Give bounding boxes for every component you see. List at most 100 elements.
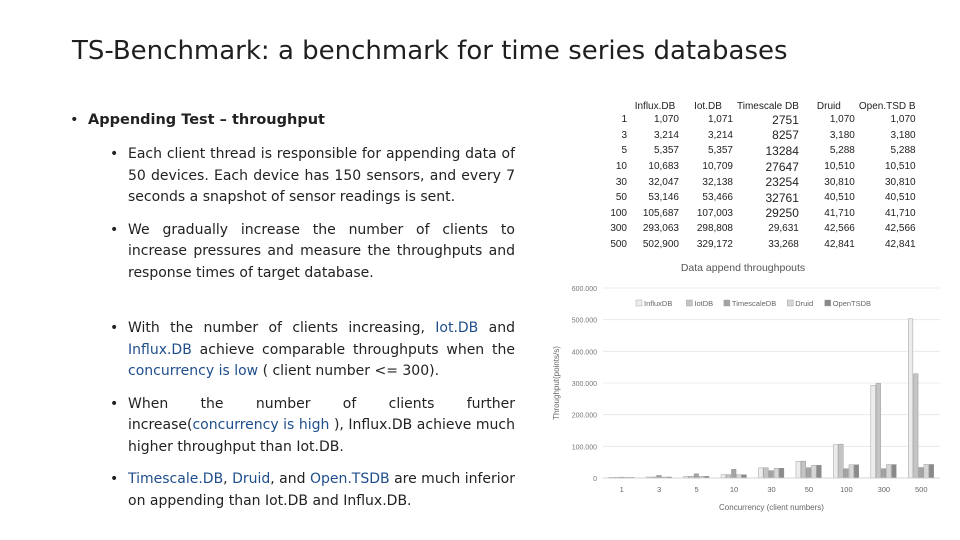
table-cell: 107,003	[696, 207, 733, 219]
table-cell: 40,510	[824, 192, 855, 204]
table-cell: 2751	[772, 112, 799, 127]
table-cell: 42,841	[884, 239, 916, 251]
timescaledb-highlight: Timescale.DB	[128, 471, 224, 487]
table-header-row: Influx.DB Iot.DB Timescale DB Druid Open…	[603, 86, 918, 112]
table-cell: 5,357	[653, 145, 679, 157]
x-tick-label: 50	[805, 485, 813, 494]
text-segment: ), Influx.DB achieve much higher through…	[128, 417, 515, 455]
table-cell: 29250	[765, 206, 799, 221]
bullet-dot: •	[110, 471, 119, 487]
bar	[758, 467, 764, 479]
table-cell: 42,566	[884, 223, 916, 235]
table-row: 100 105,687 107,003 29250 41,710 41,710	[603, 206, 918, 222]
bullet-inferior-dbs: • Timescale.DB, Druid, and Open.TSDB are…	[110, 469, 515, 512]
bar	[853, 464, 859, 479]
table-cell: 41,710	[824, 207, 855, 219]
bar	[731, 469, 737, 479]
table-cell: 42,841	[824, 239, 855, 251]
text-segment: When the number of clients further incre…	[128, 395, 515, 434]
text-segment: With the number of clients increasing,	[128, 320, 436, 336]
bar	[843, 468, 849, 479]
bullet-inferior-dbs-text: Timescale.DB, Druid, and Open.TSDB are m…	[128, 469, 515, 512]
table-header: Druid	[816, 101, 841, 112]
table-row: 300 293,063 298,808 29,631 42,566 42,566	[603, 221, 918, 237]
table-row: 5 5,357 5,357 13284 5,288 5,288	[603, 143, 918, 159]
table-cell: 1,070	[890, 114, 916, 126]
legend-swatch	[786, 299, 794, 307]
bullet-increase-clients-text: We gradually increase the number of clie…	[128, 221, 515, 281]
bar	[736, 474, 742, 479]
influxdb-highlight: Influx.DB	[128, 341, 192, 358]
bar	[763, 467, 769, 479]
bar	[918, 467, 924, 479]
bullet-list: • Appending Test – throughput • Each cli…	[70, 112, 515, 523]
bar	[726, 474, 732, 479]
table-row-clients: 5	[621, 145, 627, 157]
table-cell: 33,268	[768, 239, 799, 251]
bar	[795, 460, 801, 479]
chart-title: Data append throughpouts	[681, 262, 805, 274]
bullet-appending-test-text: Appending Test – throughput	[88, 112, 325, 128]
table-row-clients: 3	[621, 129, 627, 141]
legend-entry: Druid	[795, 299, 813, 308]
bullet-dot: •	[110, 320, 119, 336]
table-header-empty	[603, 86, 629, 112]
table-cell: 1,070	[653, 114, 679, 126]
chart-svg: Data append throughpouts 0 100.000 200.000 3…	[552, 262, 940, 512]
x-tick-label: 1	[620, 485, 624, 494]
y-tick-label: 0	[593, 476, 597, 483]
bar	[773, 468, 779, 479]
table-row-clients: 100	[610, 207, 627, 219]
y-tick-label: 300.000	[572, 381, 597, 388]
table-header: Open.TSD B	[858, 101, 916, 112]
bullet-client-thread: • Each client thread is responsible for …	[110, 144, 515, 209]
table-cell: 329,172	[696, 239, 733, 251]
druid-highlight: Druid	[232, 471, 271, 487]
bar	[741, 474, 747, 479]
table-cell: 10,510	[824, 161, 855, 173]
bar	[913, 373, 919, 479]
bullet-dot: •	[110, 395, 119, 412]
bar	[881, 468, 887, 479]
x-axis-label: Concurrency (client numbers)	[719, 503, 824, 512]
iotdb-highlight: Iot.DB	[435, 320, 479, 336]
opentsdb-highlight: Open.TSDB	[309, 471, 390, 487]
bullet-low-concurrency: • With the number of clients increasing,…	[110, 318, 515, 383]
table-cell: 5,357	[707, 145, 733, 157]
table-cell: 5,288	[829, 145, 855, 157]
text-segment: are much inferior on appending than Iot.…	[128, 471, 515, 509]
bar	[806, 467, 812, 479]
y-tick-label: 100.000	[572, 444, 597, 451]
table-row: 10 10,683 10,709 27647 10,510 10,510	[603, 159, 918, 175]
text-segment: ( client number <= 300).	[258, 363, 440, 379]
table-cell: 30,810	[824, 176, 855, 188]
bar	[928, 464, 934, 479]
x-tick-label: 5	[695, 485, 699, 494]
legend-swatch	[824, 299, 831, 307]
table-cell: 3,214	[653, 129, 679, 141]
bar	[811, 464, 817, 479]
table-row: 3 3,214 3,214 8257 3,180 3,180	[603, 128, 918, 144]
bar	[693, 473, 699, 479]
legend-entry: IotDB	[694, 299, 713, 308]
table-cell: 40,510	[884, 192, 916, 204]
table-header: Timescale DB	[737, 101, 799, 112]
table-cell: 502,900	[642, 239, 679, 251]
table-cell: 298,808	[696, 223, 733, 235]
bar	[816, 464, 822, 479]
y-tick-label: 600.000	[572, 286, 597, 293]
table-cell: 105,687	[642, 207, 679, 219]
y-tick-label: 400.000	[572, 349, 597, 356]
bar	[891, 464, 897, 479]
table-cell: 10,709	[702, 161, 733, 173]
bar	[720, 474, 726, 479]
bullet-dot: •	[110, 146, 119, 162]
bullet-dot: •	[70, 112, 79, 128]
concurrency-high-highlight: concurrency is high	[192, 417, 330, 433]
table-row-clients: 10	[615, 161, 627, 173]
table-cell: 32,138	[702, 176, 733, 188]
table-row-clients: 300	[610, 223, 627, 235]
table-row-clients: 30	[615, 176, 627, 188]
table-row-clients: 500	[610, 239, 627, 251]
table-cell: 53,466	[702, 192, 733, 204]
